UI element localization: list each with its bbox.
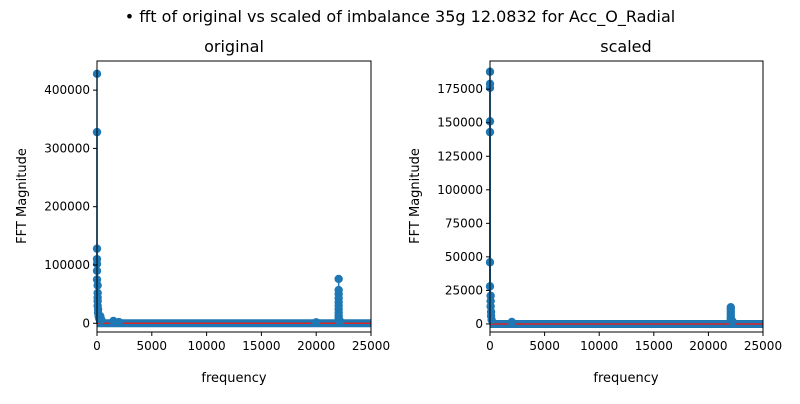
subplot-original-title: original	[204, 37, 264, 56]
subplot-original-y-tick-label: 100000	[44, 258, 90, 272]
subplot-scaled-x-tick-label: 0	[486, 339, 494, 353]
subplot-original-xlabel: frequency	[201, 371, 267, 386]
subplot-original-x-tick-label: 0	[93, 339, 101, 353]
subplot-scaled-x-tick-label: 10000	[580, 339, 618, 353]
subplot-scaled-x-tick-label: 15000	[635, 339, 673, 353]
subplot-original-data-point	[336, 317, 345, 326]
subplot-original-y-tick-label: 200000	[44, 200, 90, 214]
subplot-original-data-point	[312, 318, 321, 327]
subplot-scaled-y-tick-label: 175000	[437, 82, 483, 96]
subplot-original-x-tick-label: 25000	[352, 339, 390, 353]
subplot-original-x-tick-label: 15000	[242, 339, 280, 353]
subplot-original-data-point	[334, 274, 343, 284]
subplot-scaled-y-tick-label: 0	[475, 317, 483, 331]
subplot-original-data-point	[97, 315, 106, 324]
subplot-original-y-tick-label: 300000	[44, 141, 90, 155]
subplot-scaled-data-point	[728, 317, 737, 326]
figure-suptitle: • fft of original vs scaled of imbalance…	[125, 7, 676, 27]
subplot-scaled-y-tick-label: 75000	[445, 216, 483, 230]
subplot-scaled: scaled frequency FFT Magnitude 0 5000 1000…	[408, 37, 782, 386]
subplot-original-data-point	[93, 281, 102, 290]
subplot-original: original frequency FFT Magnitude 0 5000 10…	[15, 37, 390, 386]
subplot-scaled-y-tick-label: 100000	[437, 183, 483, 197]
subplot-scaled-data-point	[507, 317, 517, 327]
subplot-scaled-ylabel: FFT Magnitude	[408, 148, 423, 244]
subplot-original-ylabel: FFT Magnitude	[15, 148, 30, 244]
subplot-original-x-tick-label: 5000	[137, 339, 168, 353]
subplot-original-x-tick-label: 10000	[188, 339, 226, 353]
subplot-original-x-tick-label: 20000	[297, 339, 335, 353]
subplot-scaled-x-tick-label: 25000	[744, 339, 782, 353]
subplot-original-y-tick-label: 400000	[44, 83, 90, 97]
subplot-scaled-xlabel: frequency	[593, 371, 659, 386]
subplot-scaled-y-tick-label: 25000	[445, 283, 483, 297]
subplot-scaled-y-tick-label: 125000	[437, 149, 483, 163]
subplot-scaled-title: scaled	[600, 37, 651, 56]
subplot-scaled-y-tick-label: 150000	[437, 116, 483, 130]
subplot-original-axes-frame	[96, 60, 372, 333]
subplot-scaled-data-point	[487, 315, 496, 325]
subplot-scaled-x-tick-label: 20000	[689, 339, 727, 353]
subplot-scaled-x-tick-label: 5000	[529, 339, 560, 353]
subplot-scaled-y-tick-label: 50000	[445, 250, 483, 264]
subplot-original-y-tick-label: 0	[82, 316, 90, 330]
subplot-original-data-point	[114, 317, 124, 327]
subplot-scaled-axes-frame	[489, 60, 764, 333]
